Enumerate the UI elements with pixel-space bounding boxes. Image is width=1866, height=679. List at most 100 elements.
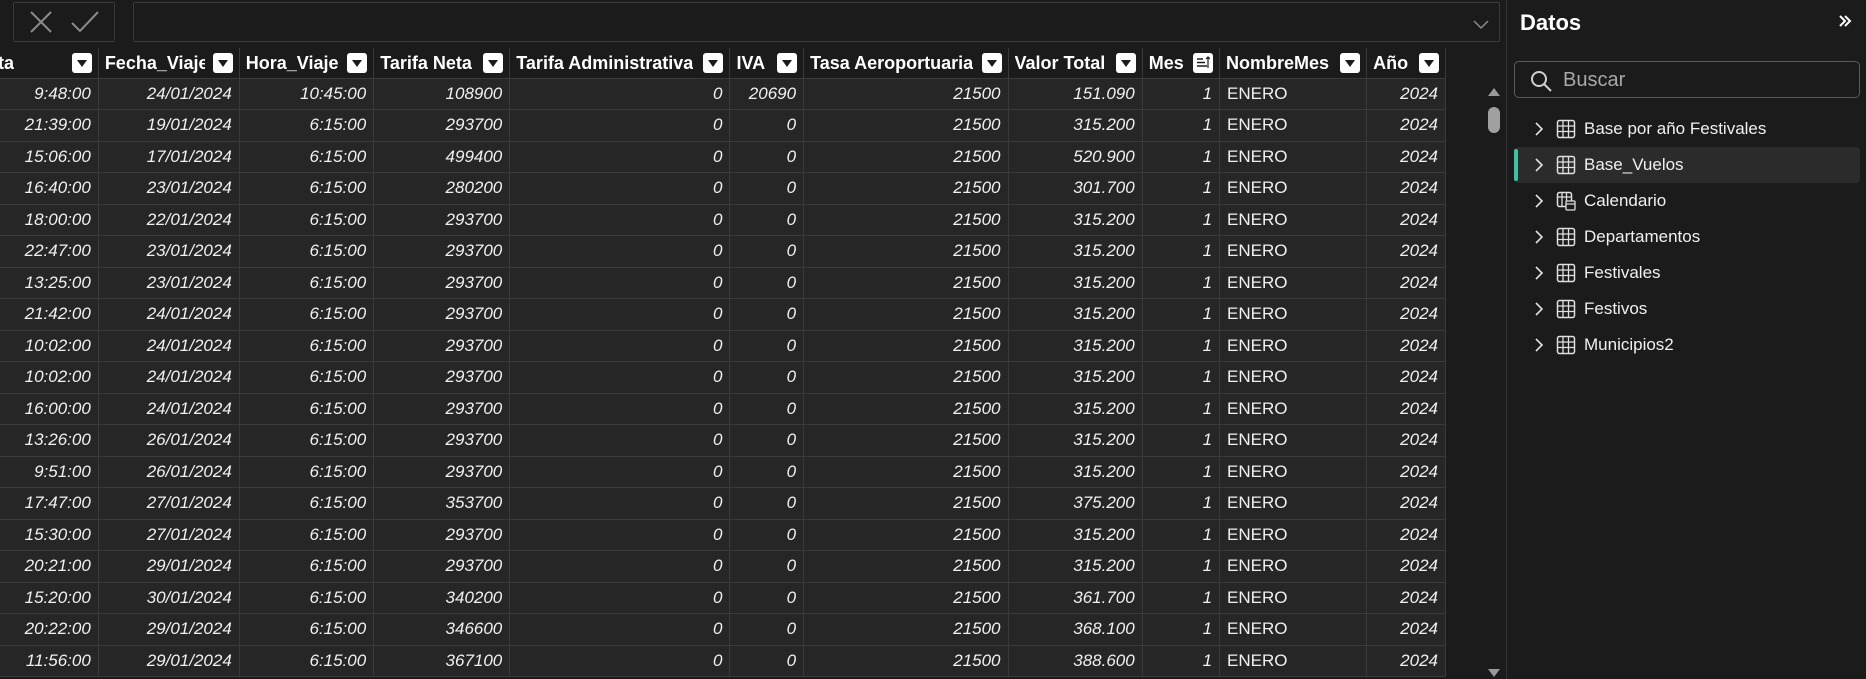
table-cell[interactable]: 23/01/2024: [98, 235, 240, 268]
table-cell[interactable]: 375.200: [1008, 487, 1143, 520]
table-cell[interactable]: 2024: [1366, 487, 1446, 520]
table-cell[interactable]: 20690: [729, 78, 805, 110]
table-cell[interactable]: 21500: [803, 235, 1009, 268]
table-cell[interactable]: 16:00:00: [0, 393, 99, 425]
table-cell[interactable]: 1: [1142, 235, 1221, 268]
table-cell[interactable]: 6:15:00: [239, 582, 375, 614]
table-cell[interactable]: 151.090: [1008, 78, 1143, 110]
table-cell[interactable]: 0: [729, 141, 805, 173]
table-cell[interactable]: 1: [1142, 393, 1221, 425]
table-cell[interactable]: 21:42:00: [0, 298, 99, 331]
table-cell[interactable]: 2024: [1366, 456, 1446, 488]
table-cell[interactable]: 1: [1142, 424, 1221, 457]
table-cell[interactable]: 6:15:00: [239, 487, 375, 520]
table-cell[interactable]: 346600: [373, 613, 511, 646]
table-cell[interactable]: 13:26:00: [0, 424, 99, 457]
table-cell[interactable]: ENERO: [1219, 582, 1368, 614]
chevron-right-icon[interactable]: [1534, 194, 1544, 213]
filter-dropdown-icon[interactable]: [703, 53, 724, 73]
chevron-right-icon[interactable]: [1534, 230, 1544, 249]
table-cell[interactable]: 0: [509, 613, 731, 646]
table-cell[interactable]: 293700: [373, 109, 511, 142]
table-cell[interactable]: 2024: [1366, 141, 1446, 173]
table-cell[interactable]: 2024: [1366, 78, 1446, 110]
table-cell[interactable]: 1: [1142, 141, 1221, 173]
table-cell[interactable]: ENERO: [1219, 393, 1368, 425]
table-cell[interactable]: 1: [1142, 109, 1221, 142]
table-cell[interactable]: 1: [1142, 613, 1221, 646]
table-cell[interactable]: 315.200: [1008, 550, 1143, 583]
table-cell[interactable]: 6:15:00: [239, 424, 375, 457]
vertical-scrollbar[interactable]: [1484, 82, 1504, 679]
table-cell[interactable]: 520.900: [1008, 141, 1143, 173]
table-cell[interactable]: 1: [1142, 487, 1221, 520]
double-chevron-right-icon[interactable]: [1838, 14, 1852, 33]
table-cell[interactable]: 301.700: [1008, 172, 1143, 205]
table-cell[interactable]: 315.200: [1008, 204, 1143, 236]
table-cell[interactable]: 13:25:00: [0, 267, 99, 299]
table-cell[interactable]: 21500: [803, 582, 1009, 614]
table-cell[interactable]: 21500: [803, 645, 1009, 677]
table-cell[interactable]: 19/01/2024: [98, 109, 240, 142]
table-cell[interactable]: ENERO: [1219, 550, 1368, 583]
table-cell[interactable]: 21500: [803, 141, 1009, 173]
table-cell[interactable]: ENERO: [1219, 267, 1368, 299]
table-cell[interactable]: 15:30:00: [0, 519, 99, 551]
table-cell[interactable]: 26/01/2024: [98, 456, 240, 488]
table-cell[interactable]: 1: [1142, 550, 1221, 583]
table-cell[interactable]: 21500: [803, 456, 1009, 488]
table-cell[interactable]: 0: [509, 487, 731, 520]
table-cell[interactable]: 21:39:00: [0, 109, 99, 142]
table-cell[interactable]: 1: [1142, 298, 1221, 331]
chevron-right-icon[interactable]: [1534, 338, 1544, 357]
table-cell[interactable]: 22:47:00: [0, 235, 99, 268]
chevron-right-icon[interactable]: [1534, 266, 1544, 285]
column-header[interactable]: IVA: [729, 48, 805, 79]
table-cell[interactable]: 0: [509, 645, 731, 677]
table-cell[interactable]: 361.700: [1008, 582, 1143, 614]
table-cell[interactable]: 24/01/2024: [98, 78, 240, 110]
table-cell[interactable]: 6:15:00: [239, 456, 375, 488]
table-cell[interactable]: 22/01/2024: [98, 204, 240, 236]
table-cell[interactable]: 2024: [1366, 645, 1446, 677]
table-cell[interactable]: 10:02:00: [0, 361, 99, 394]
table-cell[interactable]: 353700: [373, 487, 511, 520]
table-cell[interactable]: 17:47:00: [0, 487, 99, 520]
table-cell[interactable]: 24/01/2024: [98, 330, 240, 362]
column-header[interactable]: Fecha_Viaje: [98, 48, 240, 79]
table-cell[interactable]: 0: [729, 204, 805, 236]
table-cell[interactable]: 6:15:00: [239, 235, 375, 268]
column-header[interactable]: Tarifa Neta: [373, 48, 511, 79]
table-cell[interactable]: 0: [509, 141, 731, 173]
table-cell[interactable]: 6:15:00: [239, 298, 375, 331]
scroll-down-arrow-icon[interactable]: [1488, 669, 1500, 677]
table-cell[interactable]: ENERO: [1219, 519, 1368, 551]
table-list-item[interactable]: Calendario: [1514, 183, 1860, 219]
table-cell[interactable]: 293700: [373, 361, 511, 394]
table-cell[interactable]: ENERO: [1219, 613, 1368, 646]
table-cell[interactable]: 0: [729, 267, 805, 299]
table-cell[interactable]: 1: [1142, 582, 1221, 614]
table-cell[interactable]: 29/01/2024: [98, 645, 240, 677]
table-cell[interactable]: 20:21:00: [0, 550, 99, 583]
checkmark-icon[interactable]: [70, 9, 100, 35]
table-cell[interactable]: 2024: [1366, 582, 1446, 614]
table-cell[interactable]: 2024: [1366, 330, 1446, 362]
table-cell[interactable]: 0: [509, 582, 731, 614]
table-cell[interactable]: ENERO: [1219, 456, 1368, 488]
table-cell[interactable]: 2024: [1366, 613, 1446, 646]
table-cell[interactable]: ENERO: [1219, 645, 1368, 677]
table-cell[interactable]: 0: [509, 298, 731, 331]
filter-dropdown-icon[interactable]: [1340, 53, 1361, 73]
column-header[interactable]: Tarifa Administrativa: [509, 48, 731, 79]
table-cell[interactable]: ENERO: [1219, 487, 1368, 520]
table-cell[interactable]: 293700: [373, 550, 511, 583]
table-cell[interactable]: 1: [1142, 456, 1221, 488]
table-cell[interactable]: 315.200: [1008, 298, 1143, 331]
table-cell[interactable]: 0: [509, 330, 731, 362]
table-cell[interactable]: 18:00:00: [0, 204, 99, 236]
table-cell[interactable]: 16:40:00: [0, 172, 99, 205]
filter-dropdown-icon[interactable]: [347, 53, 368, 73]
table-list-item[interactable]: Base por año Festivales: [1514, 111, 1860, 147]
table-cell[interactable]: 17/01/2024: [98, 141, 240, 173]
